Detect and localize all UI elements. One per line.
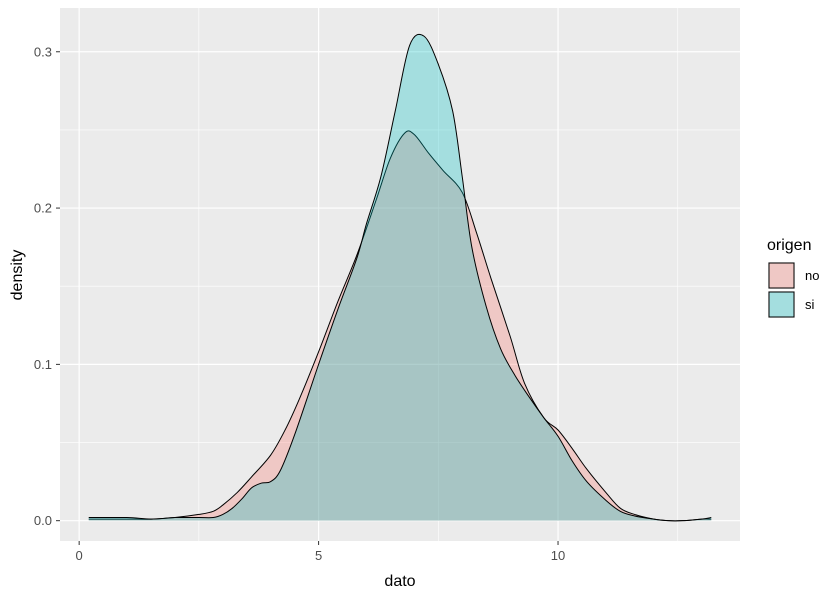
x-tick-label: 5 <box>315 548 322 563</box>
density-areas <box>88 33 712 522</box>
gridlines <box>60 8 740 541</box>
y-tick-label: 0.2 <box>34 201 52 216</box>
y-tick-label: 0.3 <box>34 44 52 59</box>
density-area-no <box>88 130 712 521</box>
density-area-si <box>88 34 712 521</box>
density-line-si <box>88 33 712 522</box>
x-tick-label: 0 <box>76 548 83 563</box>
legend-key-bg <box>768 262 795 289</box>
density-line-no <box>88 130 712 522</box>
y-tick-label: 0.0 <box>34 513 52 528</box>
axes: 0 5 10 0.0 0.1 0.2 0.3 <box>34 44 565 563</box>
legend-label-no: no <box>805 268 819 283</box>
x-axis-title: dato <box>384 573 415 590</box>
legend-key-no <box>768 262 795 289</box>
legend-key-bg <box>768 291 795 318</box>
plot-panel <box>60 8 740 541</box>
legend-key-si <box>768 291 795 318</box>
x-tick-label: 10 <box>551 548 565 563</box>
y-axis-title: density <box>9 250 26 301</box>
legend-title: origen <box>767 237 811 254</box>
y-tick-label: 0.1 <box>34 357 52 372</box>
legend: origen no si <box>767 237 819 318</box>
legend-label-si: si <box>805 297 815 312</box>
